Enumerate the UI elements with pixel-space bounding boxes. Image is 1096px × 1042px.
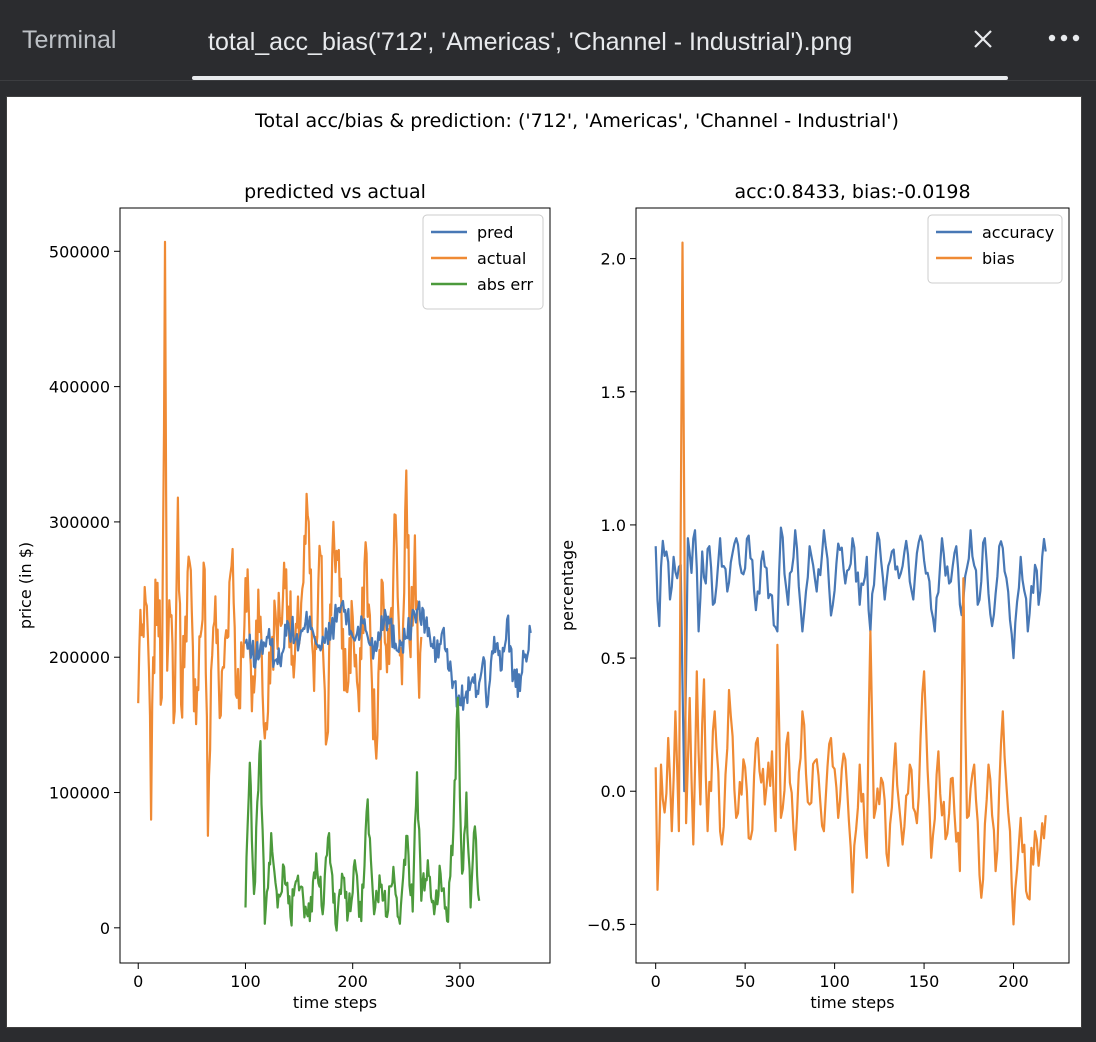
right-xtick-label: 50 xyxy=(735,972,755,991)
right-xtick-label: 150 xyxy=(909,972,940,991)
right-ytick-label: −0.5 xyxy=(587,915,626,934)
legend-label-accuracy: accuracy xyxy=(982,223,1054,242)
left-legend xyxy=(422,214,544,310)
right-ytick-label: 2.0 xyxy=(601,250,626,269)
tab-divider xyxy=(0,80,1096,81)
right-ytick-label: 0.0 xyxy=(601,782,626,801)
right-ytick-label: 1.5 xyxy=(601,383,626,402)
right-xtick-label: 200 xyxy=(998,972,1029,991)
left-ytick-label: 500000 xyxy=(49,242,110,261)
left-xtick-label: 0 xyxy=(133,972,143,991)
series-line-actual xyxy=(137,240,423,837)
right-ylabel: percentage xyxy=(558,540,577,631)
right-chart-title: acc:0.8433, bias:-0.0198 xyxy=(734,181,970,203)
series-line-pred xyxy=(244,599,532,711)
tab-bar: Terminal total_acc_bias('712', 'Americas… xyxy=(0,0,1096,80)
left-xtick-label: 100 xyxy=(230,972,261,991)
series-line-abs-err xyxy=(244,696,481,932)
left-ytick-label: 0 xyxy=(100,919,110,938)
left-xlabel: time steps xyxy=(293,993,377,1012)
right-ytick-label: 0.5 xyxy=(601,649,626,668)
right-xlabel: time steps xyxy=(810,993,894,1012)
tab-image-file[interactable]: total_acc_bias('712', 'Americas', 'Chann… xyxy=(192,0,1008,80)
left-ytick-label: 400000 xyxy=(49,378,110,397)
left-ytick-label: 100000 xyxy=(49,784,110,803)
left-ylabel: price (in $) xyxy=(16,542,35,629)
close-icon[interactable] xyxy=(970,26,996,52)
legend-label-abs-err: abs err xyxy=(477,275,534,294)
right-xtick-label: 0 xyxy=(651,972,661,991)
tab-terminal-label: Terminal xyxy=(22,25,117,54)
more-icon[interactable] xyxy=(1046,28,1082,48)
left-xtick-label: 200 xyxy=(337,972,368,991)
tab-terminal[interactable]: Terminal xyxy=(22,0,116,80)
tab-image-file-label: total_acc_bias('712', 'Americas', 'Chann… xyxy=(208,28,853,56)
legend-label-pred: pred xyxy=(477,223,513,242)
legend-label-bias: bias xyxy=(982,249,1015,268)
active-tab-indicator xyxy=(192,76,1008,80)
series-line-accuracy xyxy=(654,526,1047,793)
left-axes-frame xyxy=(119,207,551,964)
legend-label-actual: actual xyxy=(477,249,526,268)
right-xtick-label: 100 xyxy=(819,972,850,991)
left-ytick-label: 300000 xyxy=(49,513,110,532)
right-ytick-label: 1.0 xyxy=(601,516,626,535)
left-ytick-label: 200000 xyxy=(49,648,110,667)
figure: Total acc/bias & prediction: ('712', 'Am… xyxy=(16,110,1070,1012)
series-line-bias xyxy=(654,241,1047,926)
left-xtick-label: 300 xyxy=(445,972,476,991)
figure-suptitle: Total acc/bias & prediction: ('712', 'Am… xyxy=(254,110,899,132)
image-canvas: Total acc/bias & prediction: ('712', 'Am… xyxy=(6,96,1082,1028)
left-chart-title: predicted vs actual xyxy=(244,181,426,203)
